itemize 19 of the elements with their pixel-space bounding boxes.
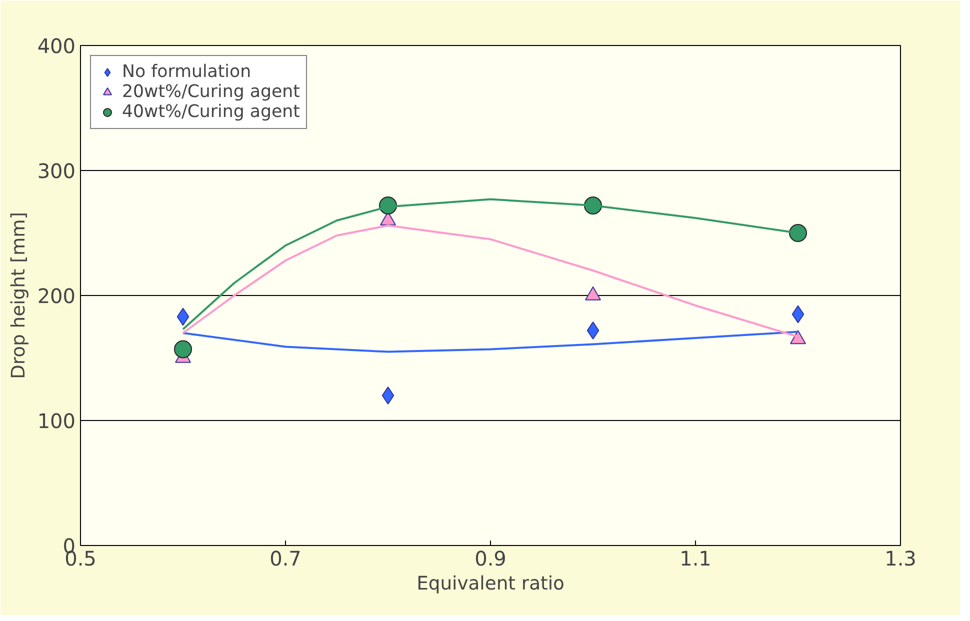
legend-label: No formulation [122,62,252,82]
point [789,224,807,242]
x-tick-label: 1.3 [884,546,916,570]
legend-label: 20wt%/Curing agent [122,82,300,102]
point [174,340,192,358]
y-tick-label: 200 [37,284,76,308]
x-tick-label: 1.1 [680,546,712,570]
y-tick-label: 300 [37,159,76,183]
point [176,308,190,326]
x-axis-title: Equivalent ratio [416,574,564,594]
y-tick-label: 100 [37,409,76,433]
x-tick-label: 0.7 [270,546,302,570]
point [382,386,394,404]
x-tick-label: 0.9 [474,546,506,570]
y-tick-label: 400 [37,34,76,58]
y-axis-title: Drop height [mm] [8,212,30,380]
point [586,322,600,340]
legend-label: 40wt%/Curing agent [122,102,300,122]
point [792,305,804,324]
